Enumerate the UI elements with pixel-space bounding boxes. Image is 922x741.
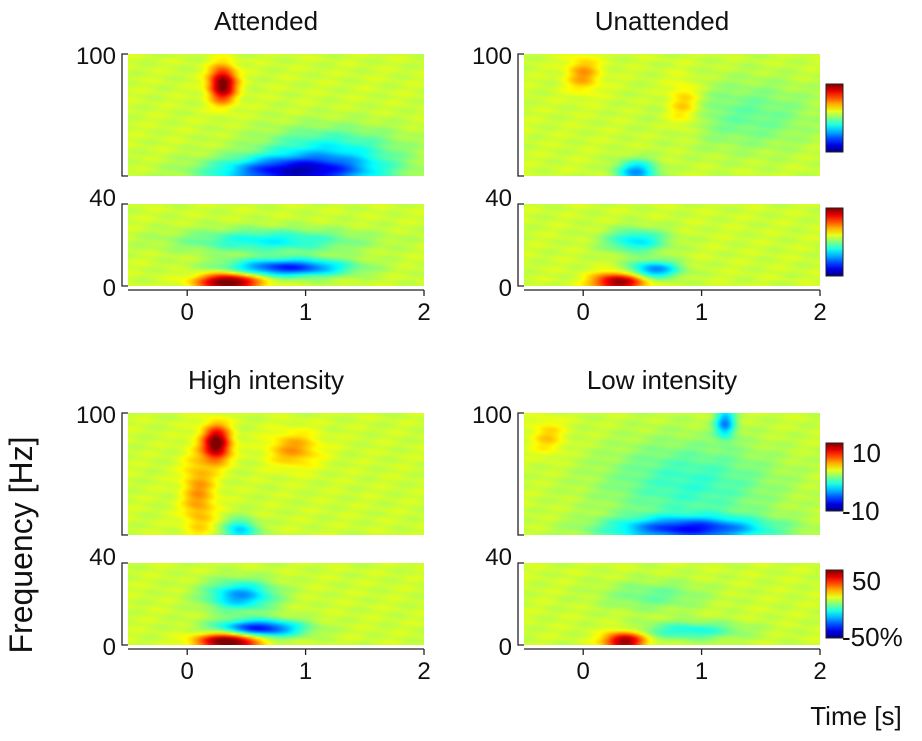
- y-tick-label: 0: [103, 634, 116, 661]
- colorbar-min-label: -10: [842, 496, 880, 526]
- x-tick-label: 1: [695, 658, 708, 685]
- x-axis-label: Time [s]: [810, 701, 901, 731]
- y-axis-low-bracket: [517, 203, 524, 287]
- y-tick-label: 40: [89, 544, 116, 571]
- x-tick-label: 1: [299, 299, 312, 326]
- y-tick-label: 40: [485, 544, 512, 571]
- y-tick-label: 0: [499, 275, 512, 302]
- colorbar-low-top: [825, 207, 844, 277]
- y-axis-high-bracket: [517, 412, 524, 536]
- y-axis-high-bracket: [121, 412, 128, 536]
- y-axis-high-bracket: [121, 53, 128, 177]
- chart-title: High intensity: [188, 365, 344, 395]
- y-axis-low-bracket: [121, 203, 128, 287]
- y-tick-label: 100: [472, 402, 512, 429]
- chart-4: Low intensity 100 40 0 0 1 2: [472, 365, 827, 685]
- x-tick-label: 2: [813, 658, 826, 685]
- y-tick-label: 0: [103, 275, 116, 302]
- heatmap-high-frequency: [128, 54, 424, 176]
- chart-1: Attended 100 40 0 0 1 2: [76, 6, 431, 326]
- y-axis-low-bracket: [121, 562, 128, 646]
- heatmap-low-frequency: [524, 204, 820, 286]
- colorbar-max-label: 10: [852, 438, 881, 468]
- x-tick-label: 0: [181, 658, 194, 685]
- y-axis-label: Frequency [Hz]: [3, 437, 39, 654]
- y-tick-label: 100: [76, 402, 116, 429]
- chart-title: Low intensity: [587, 365, 737, 395]
- x-tick-label: 2: [813, 299, 826, 326]
- x-tick-label: 2: [417, 299, 430, 326]
- heatmap-low-frequency: [128, 563, 424, 645]
- chart-title: Unattended: [595, 6, 729, 36]
- heatmap-high-frequency: [524, 413, 820, 535]
- y-tick-label: 100: [472, 43, 512, 70]
- x-tick-label: 0: [577, 658, 590, 685]
- colorbar-low-bottom: [825, 569, 844, 639]
- colorbar-high-top: [825, 83, 844, 153]
- x-tick-label: 0: [181, 299, 194, 326]
- colorbar-min-label: -50%: [842, 622, 903, 652]
- x-tick-label: 2: [417, 658, 430, 685]
- heatmap-low-frequency: [524, 563, 820, 645]
- chart-2: Unattended 100 40 0 0 1 2: [472, 6, 827, 326]
- y-axis-high-bracket: [517, 53, 524, 177]
- x-tick-label: 1: [299, 658, 312, 685]
- chart-title: Attended: [214, 6, 318, 36]
- chart-3: High intensity 100 40 0 0 1 2: [76, 365, 431, 685]
- colorbar-max-label: 50: [852, 566, 881, 596]
- heatmap-high-frequency: [128, 413, 424, 535]
- colorbar-layer: 10 -10 50 -50%: [825, 83, 903, 652]
- colorbar-high-bottom: [825, 442, 844, 512]
- heatmap-low-frequency: [128, 204, 424, 286]
- y-tick-label: 0: [499, 634, 512, 661]
- y-tick-label: 40: [89, 185, 116, 212]
- x-tick-label: 0: [577, 299, 590, 326]
- x-tick-label: 1: [695, 299, 708, 326]
- y-tick-label: 40: [485, 185, 512, 212]
- y-tick-label: 100: [76, 43, 116, 70]
- y-axis-low-bracket: [517, 562, 524, 646]
- heatmap-high-frequency: [524, 54, 820, 176]
